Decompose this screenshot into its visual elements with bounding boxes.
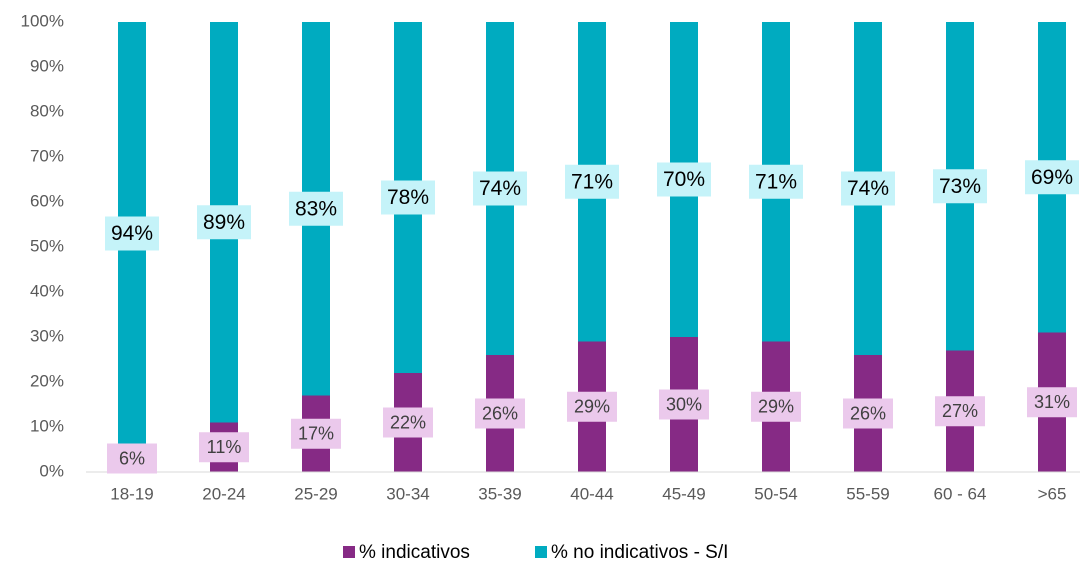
data-label-box	[383, 407, 433, 438]
data-label-box	[105, 216, 159, 251]
data-label: 69%	[1031, 166, 1073, 189]
data-label: 89%	[203, 211, 245, 234]
data-label-box	[749, 164, 803, 199]
data-label-box	[657, 162, 711, 197]
data-label-box	[843, 398, 893, 429]
data-label: 27%	[942, 401, 978, 421]
data-label: 74%	[847, 177, 889, 200]
data-label: 29%	[758, 397, 794, 417]
y-tick-label: 100%	[21, 11, 64, 30]
x-tick-label: 20-24	[202, 484, 245, 503]
y-tick-label: 10%	[30, 416, 64, 435]
data-label: 26%	[482, 403, 518, 423]
y-tick-label: 30%	[30, 326, 64, 345]
data-label: 17%	[298, 424, 334, 444]
data-label-box	[659, 389, 709, 420]
y-tick-label: 60%	[30, 191, 64, 210]
x-tick-label: 35-39	[478, 484, 521, 503]
data-label-box	[1027, 387, 1077, 418]
x-tick-label: 30-34	[386, 484, 429, 503]
data-label-box	[475, 398, 525, 429]
data-label-box	[841, 171, 895, 206]
x-tick-label: 50-54	[754, 484, 797, 503]
data-label: 71%	[755, 170, 797, 193]
y-tick-label: 50%	[30, 236, 64, 255]
data-label: 94%	[111, 222, 153, 245]
y-tick-label: 90%	[30, 56, 64, 75]
x-tick-label: >65	[1038, 484, 1067, 503]
legend-swatch	[535, 546, 547, 558]
data-label: 73%	[939, 175, 981, 198]
data-label: 31%	[1034, 392, 1070, 412]
data-label: 22%	[390, 412, 426, 432]
data-label-box	[199, 432, 249, 463]
data-label: 11%	[207, 437, 242, 457]
legend-label: % indicativos	[359, 542, 470, 563]
data-label-box	[473, 171, 527, 206]
data-label-box	[565, 164, 619, 199]
y-tick-label: 20%	[30, 371, 64, 390]
y-tick-label: 70%	[30, 146, 64, 165]
x-tick-label: 40-44	[570, 484, 613, 503]
data-label-box	[291, 418, 341, 449]
data-label: 30%	[666, 394, 702, 414]
data-label-box	[381, 180, 435, 215]
x-tick-label: 25-29	[294, 484, 337, 503]
data-label-box	[567, 391, 617, 422]
data-label: 26%	[850, 403, 886, 423]
legend-label: % no indicativos - S/I	[551, 542, 728, 563]
data-label-box	[935, 396, 985, 427]
x-tick-label: 18-19	[110, 484, 153, 503]
data-label-box	[1025, 160, 1079, 195]
data-label-box	[197, 205, 251, 240]
data-label: 74%	[479, 177, 521, 200]
data-label-box	[933, 169, 987, 204]
x-tick-label: 55-59	[846, 484, 889, 503]
y-tick-label: 80%	[30, 101, 64, 120]
data-label: 78%	[387, 186, 429, 209]
x-tick-label: 45-49	[662, 484, 705, 503]
data-label-box	[289, 191, 343, 226]
data-label: 29%	[574, 397, 610, 417]
data-label: 6%	[119, 448, 145, 468]
data-label-box	[751, 391, 801, 422]
legend-swatch	[343, 546, 355, 558]
data-label: 70%	[663, 168, 705, 191]
data-label: 71%	[571, 170, 613, 193]
data-label: 83%	[295, 197, 337, 220]
x-tick-label: 60 - 64	[934, 484, 987, 503]
y-tick-label: 0%	[39, 461, 64, 480]
data-label-box	[107, 443, 157, 474]
y-tick-label: 40%	[30, 281, 64, 300]
